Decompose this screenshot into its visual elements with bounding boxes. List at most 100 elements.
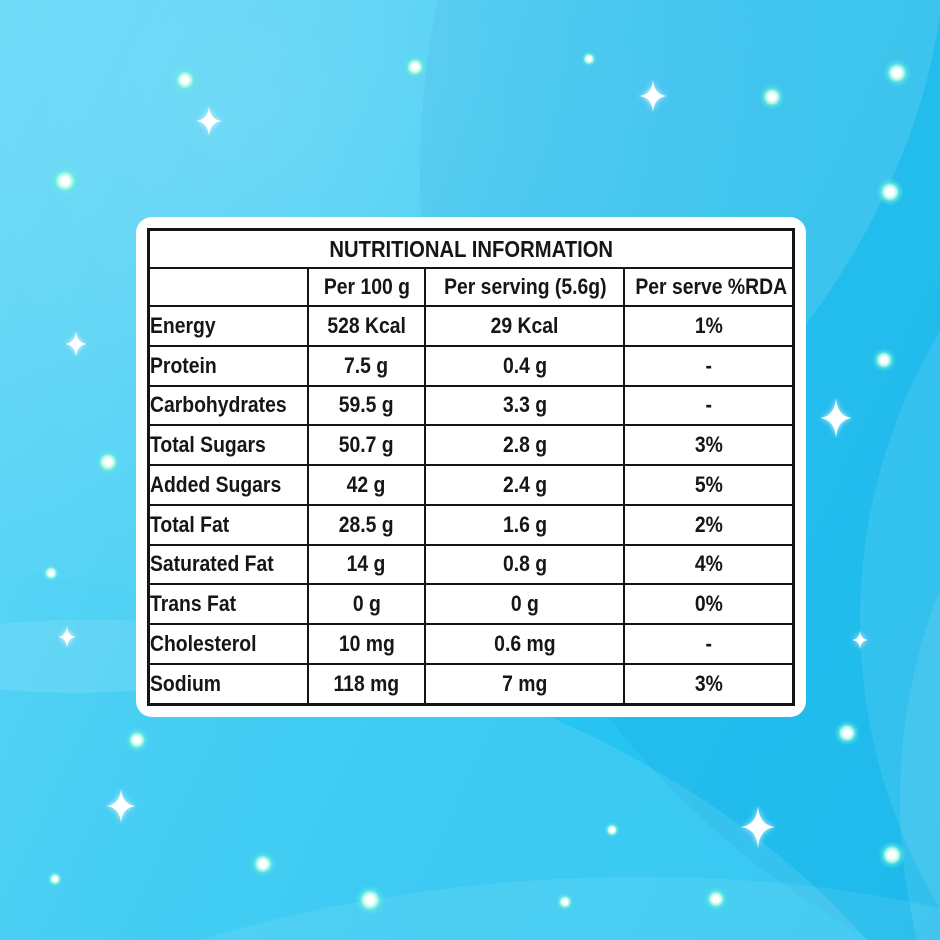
per-serving-value: 0.6 mg bbox=[494, 631, 556, 656]
per-100g-value: 0 g bbox=[352, 591, 381, 617]
cell-per-100g: 59.5 g bbox=[306, 384, 427, 427]
cell-per-100g: 528 Kcal bbox=[306, 305, 427, 347]
cell-per-serving: 2.8 g bbox=[424, 424, 626, 467]
table-row-added-sugars: Added Sugars 42 g 2.4 g 5% bbox=[147, 464, 795, 506]
per-serving-value: 2.4 g bbox=[502, 471, 547, 497]
sparkle-star-icon bbox=[196, 106, 222, 136]
cell-per-100g: 50.7 g bbox=[306, 424, 427, 467]
sparkle-star-icon bbox=[65, 331, 87, 357]
cell-per-serve-rda: - bbox=[623, 623, 795, 665]
sparkle-dot-icon bbox=[172, 67, 198, 93]
sparkle-star-icon bbox=[58, 626, 76, 648]
cell-nutrient-label: Energy bbox=[147, 305, 309, 347]
table-row-total-sugars: Total Sugars 50.7 g 2.8 g 3% bbox=[147, 424, 795, 467]
per-100g-value: 28.5 g bbox=[339, 511, 394, 537]
per-100g-value: 10 mg bbox=[338, 631, 395, 656]
cell-per-serving: 0.6 mg bbox=[424, 623, 626, 665]
per-serve-rda-value: - bbox=[705, 352, 712, 378]
per-serve-rda-value: - bbox=[705, 631, 712, 656]
cell-nutrient-label: Total Fat bbox=[147, 503, 309, 546]
sparkle-star-icon bbox=[820, 398, 852, 438]
nutrition-table: NUTRITIONAL INFORMATION Per 100 g Per se… bbox=[147, 228, 795, 706]
per-serve-rda-value: 0% bbox=[694, 591, 723, 617]
cell-nutrient-label: Protein bbox=[147, 344, 309, 387]
cell-per-100g: 7.5 g bbox=[306, 344, 427, 387]
cell-header-per-serve-rda: Per serve %RDA bbox=[623, 267, 795, 307]
cell-nutrient-label: Trans Fat bbox=[147, 583, 309, 626]
per-serve-rda-value: 1% bbox=[694, 312, 723, 338]
cell-per-serve-rda: 1% bbox=[623, 305, 795, 347]
cell-per-serving: 0 g bbox=[424, 583, 626, 626]
cell-per-100g: 118 mg bbox=[306, 662, 427, 706]
cell-per-serving: 3.3 g bbox=[424, 384, 626, 427]
cell-nutrient-label: Added Sugars bbox=[147, 464, 309, 506]
sparkle-dot-icon bbox=[704, 887, 728, 911]
per-serve-rda-value: 2% bbox=[694, 511, 723, 537]
cell-per-serve-rda: - bbox=[623, 344, 795, 387]
cell-per-serving: 29 Kcal bbox=[424, 305, 626, 347]
per-serving-value: 3.3 g bbox=[502, 392, 547, 418]
cell-per-serve-rda: 3% bbox=[623, 662, 795, 706]
table-header-row: Per 100 g Per serving (5.6g) Per serve %… bbox=[147, 267, 795, 307]
header-per-100g: Per 100 g bbox=[323, 274, 410, 299]
sparkle-star-icon bbox=[852, 631, 868, 649]
sparkle-star-icon bbox=[106, 789, 136, 823]
header-per-serve-rda: Per serve %RDA bbox=[635, 274, 788, 299]
cell-per-serving: 0.4 g bbox=[424, 344, 626, 387]
table-row-protein: Protein 7.5 g 0.4 g - bbox=[147, 344, 795, 387]
cell-nutrient-label: Saturated Fat bbox=[147, 543, 309, 586]
cell-nutrient-label: Sodium bbox=[147, 662, 309, 706]
per-serve-rda-value: 3% bbox=[694, 670, 723, 696]
cell-per-100g: 28.5 g bbox=[306, 503, 427, 546]
per-serving-value: 0.4 g bbox=[502, 352, 547, 378]
nutrient-label: Carbohydrates bbox=[150, 392, 287, 418]
cell-title: NUTRITIONAL INFORMATION bbox=[147, 228, 795, 269]
per-100g-value: 59.5 g bbox=[339, 392, 394, 418]
sparkle-star-icon bbox=[639, 80, 667, 112]
nutrient-label: Cholesterol bbox=[150, 631, 257, 656]
sparkle-dot-icon bbox=[50, 166, 80, 196]
cell-per-serve-rda: 4% bbox=[623, 543, 795, 586]
cell-per-serve-rda: 0% bbox=[623, 583, 795, 626]
sparkle-dot-icon bbox=[556, 893, 574, 911]
cell-per-serve-rda: 3% bbox=[623, 424, 795, 467]
nutrient-label: Protein bbox=[150, 352, 217, 378]
nutrient-label: Saturated Fat bbox=[150, 551, 274, 577]
cell-per-serve-rda: - bbox=[623, 384, 795, 427]
sparkle-dot-icon bbox=[834, 720, 860, 746]
cell-nutrient-label: Cholesterol bbox=[147, 623, 309, 665]
per-100g-value: 14 g bbox=[347, 551, 386, 577]
sparkle-dot-icon bbox=[581, 51, 597, 67]
nutrient-label: Total Sugars bbox=[150, 432, 266, 458]
sparkle-dot-icon bbox=[604, 822, 620, 838]
per-serve-rda-value: 4% bbox=[694, 551, 723, 577]
sparkle-dot-icon bbox=[878, 841, 906, 869]
cell-header-per-100g: Per 100 g bbox=[306, 267, 427, 307]
per-serving-value: 1.6 g bbox=[502, 511, 547, 537]
sparkle-star-icon bbox=[741, 806, 775, 848]
per-serving-value: 0 g bbox=[510, 591, 539, 617]
cell-per-100g: 42 g bbox=[306, 464, 427, 506]
table-row-energy: Energy 528 Kcal 29 Kcal 1% bbox=[147, 305, 795, 347]
sparkle-dot-icon bbox=[759, 84, 785, 110]
per-serve-rda-value: - bbox=[705, 392, 712, 418]
sparkle-dot-icon bbox=[125, 728, 149, 752]
nutrition-card: NUTRITIONAL INFORMATION Per 100 g Per se… bbox=[136, 217, 806, 717]
per-100g-value: 50.7 g bbox=[339, 432, 394, 458]
background-swirl bbox=[0, 831, 940, 940]
cell-per-100g: 0 g bbox=[306, 583, 427, 626]
cell-nutrient-label: Carbohydrates bbox=[147, 384, 309, 427]
table-row-total-fat: Total Fat 28.5 g 1.6 g 2% bbox=[147, 503, 795, 546]
per-serving-value: 7 mg bbox=[502, 670, 548, 696]
cell-per-serve-rda: 5% bbox=[623, 464, 795, 506]
cell-per-100g: 14 g bbox=[306, 543, 427, 586]
sparkle-dot-icon bbox=[876, 178, 904, 206]
nutrient-label: Total Fat bbox=[150, 511, 230, 537]
cell-per-serving: 2.4 g bbox=[424, 464, 626, 506]
cell-header-per-serving: Per serving (5.6g) bbox=[424, 267, 626, 307]
cell-per-serving: 7 mg bbox=[424, 662, 626, 706]
table-row-saturated-fat: Saturated Fat 14 g 0.8 g 4% bbox=[147, 543, 795, 586]
sparkle-dot-icon bbox=[250, 851, 276, 877]
nutrient-label: Trans Fat bbox=[150, 591, 237, 617]
